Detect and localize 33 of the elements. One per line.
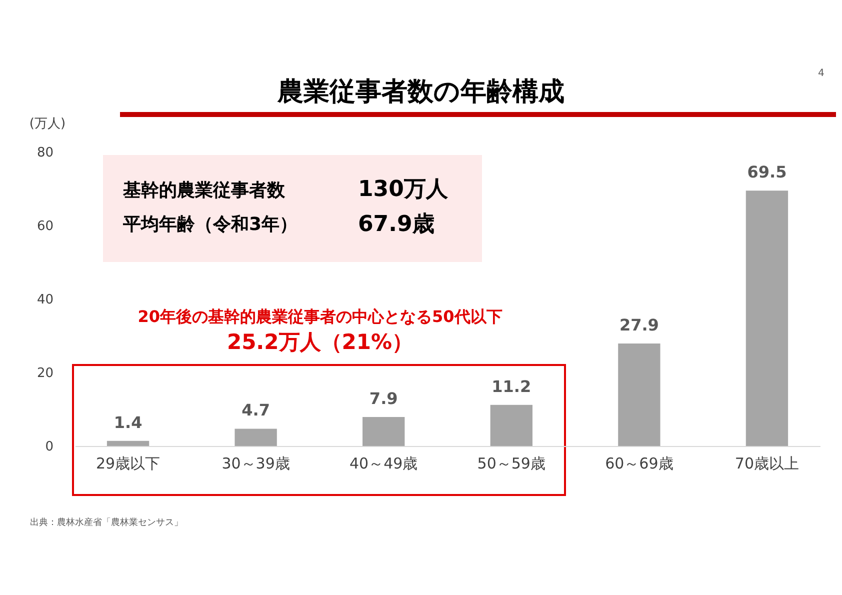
bar <box>106 440 150 446</box>
bar <box>490 404 532 446</box>
bar <box>234 428 277 446</box>
text: 4 <box>818 68 824 79</box>
data-label: 1.4 <box>114 412 142 432</box>
data-label: 11.2 <box>492 376 532 396</box>
bar <box>746 190 788 446</box>
annotation: 20年後の基幹的農業従事者の中心となる50代以下 <box>136 307 504 328</box>
x-tick-label: 40～49歳 <box>350 454 418 472</box>
y-tick-label: 80 <box>36 146 54 160</box>
bar <box>362 416 405 446</box>
y-tick-label: 60 <box>36 219 54 234</box>
x-tick-label: 70歳以上 <box>734 454 800 472</box>
bar <box>618 343 660 446</box>
data-label: 7.9 <box>369 388 398 408</box>
y-axis-title: (万人) <box>29 116 66 132</box>
annotation: 67.9歳 <box>358 211 434 239</box>
annotation: 平均年齢（令和3年） <box>123 213 298 236</box>
x-tick-label: 50～59歳 <box>477 454 546 472</box>
annotation: 基幹的農業従事者数 <box>123 179 285 202</box>
x-tick-label: 29歳以下 <box>96 454 160 472</box>
data-label: 69.5 <box>747 162 787 182</box>
annotation: 25.2万人（21%） <box>226 329 414 356</box>
y-tick-label: 0 <box>45 440 54 454</box>
chart-title: 農業従事者数の年齢構成 <box>278 77 564 107</box>
x-tick-label: 30～39歳 <box>222 454 290 472</box>
x-tick-label: 60～69歳 <box>605 454 674 472</box>
annotation: 130万人 <box>358 176 448 204</box>
y-tick-label: 20 <box>36 366 54 381</box>
y-tick-label: 40 <box>36 292 54 308</box>
source-note: 出典：農林水産省「農林業センサス」 <box>30 516 183 529</box>
data-label: 4.7 <box>242 400 270 420</box>
data-label: 27.9 <box>619 315 659 334</box>
